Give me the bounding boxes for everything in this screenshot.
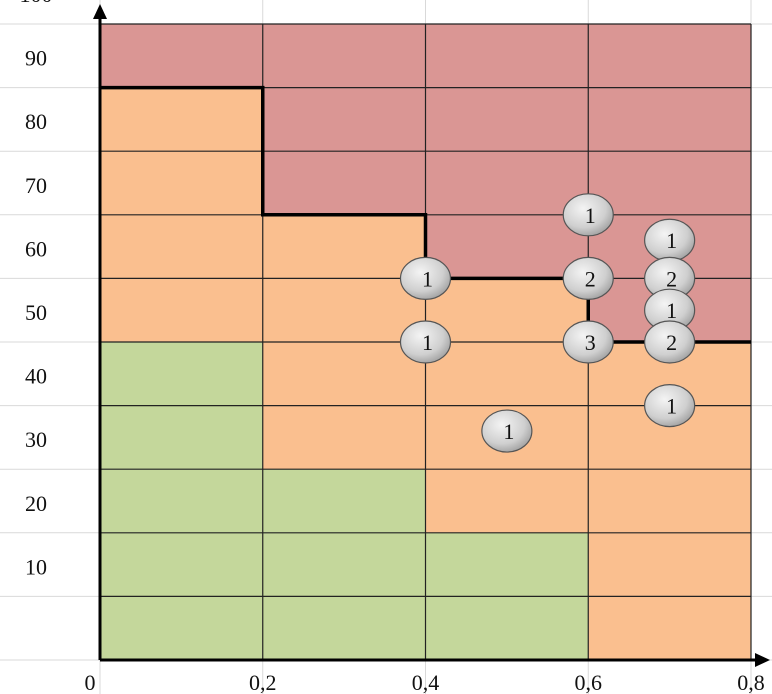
x-tick-label: 0,6 bbox=[575, 670, 603, 694]
green-zone-cell bbox=[100, 342, 263, 660]
y-tick-label: 80 bbox=[25, 109, 47, 134]
y-tick-label: 100 bbox=[20, 0, 53, 7]
data-point-marker bbox=[562, 320, 614, 364]
red-zone-cell bbox=[262, 24, 426, 215]
axes bbox=[93, 4, 770, 667]
data-point: 2 bbox=[644, 320, 696, 364]
x-axis-arrow bbox=[755, 653, 770, 667]
data-point-marker bbox=[399, 256, 452, 300]
data-point-marker bbox=[399, 320, 452, 364]
x-tick-label: 0,4 bbox=[412, 670, 440, 694]
x-tick-label: 0,8 bbox=[737, 670, 765, 694]
y-tick-label: 90 bbox=[25, 46, 47, 71]
x-tick-label: 0,2 bbox=[249, 670, 277, 694]
y-axis-arrow bbox=[93, 4, 107, 19]
data-point-label: 1 bbox=[666, 298, 677, 323]
tick-labels: 10 20 30 40 50 60 70 80 90 100 0 0,2 0,4 0,6 0,8 bbox=[20, 0, 765, 694]
y-tick-label: 70 bbox=[25, 173, 47, 198]
data-point: 1 bbox=[644, 218, 696, 262]
data-point: 1 bbox=[481, 409, 533, 453]
data-point-label: 2 bbox=[585, 266, 596, 291]
data-point: 1 bbox=[644, 384, 696, 428]
y-tick-label: 50 bbox=[25, 300, 47, 325]
data-point-marker bbox=[562, 256, 614, 300]
data-point-label: 2 bbox=[666, 330, 677, 355]
data-point: 1 bbox=[399, 256, 452, 300]
data-point-marker bbox=[644, 384, 696, 428]
data-point-marker bbox=[644, 320, 696, 364]
y-tick-label: 60 bbox=[25, 236, 47, 261]
data-point-label: 3 bbox=[585, 330, 596, 355]
y-tick-label: 20 bbox=[25, 491, 47, 516]
data-point: 3 bbox=[562, 320, 614, 364]
data-point-label: 1 bbox=[666, 394, 677, 419]
y-tick-label: 40 bbox=[25, 364, 47, 389]
data-points: 1 1 1 1 2 3 1 2 1 2 1 bbox=[399, 193, 696, 453]
data-point-label: 1 bbox=[666, 228, 677, 253]
data-point-label: 2 bbox=[666, 266, 677, 291]
data-point-label: 1 bbox=[503, 419, 514, 444]
data-point-label: 1 bbox=[422, 266, 433, 291]
data-point: 1 bbox=[562, 193, 614, 237]
green-zone-cell bbox=[262, 469, 426, 660]
data-point-marker bbox=[481, 409, 533, 453]
y-tick-label: 10 bbox=[25, 554, 47, 579]
data-point-marker bbox=[562, 193, 614, 237]
data-point-label: 1 bbox=[422, 330, 433, 355]
data-point: 1 bbox=[644, 288, 696, 332]
y-tick-label: 30 bbox=[25, 427, 47, 452]
data-point-label: 1 bbox=[585, 203, 596, 228]
data-point: 2 bbox=[562, 256, 614, 300]
red-zone-cell bbox=[100, 24, 263, 88]
x-tick-label: 0 bbox=[85, 670, 96, 694]
data-point: 1 bbox=[399, 320, 452, 364]
